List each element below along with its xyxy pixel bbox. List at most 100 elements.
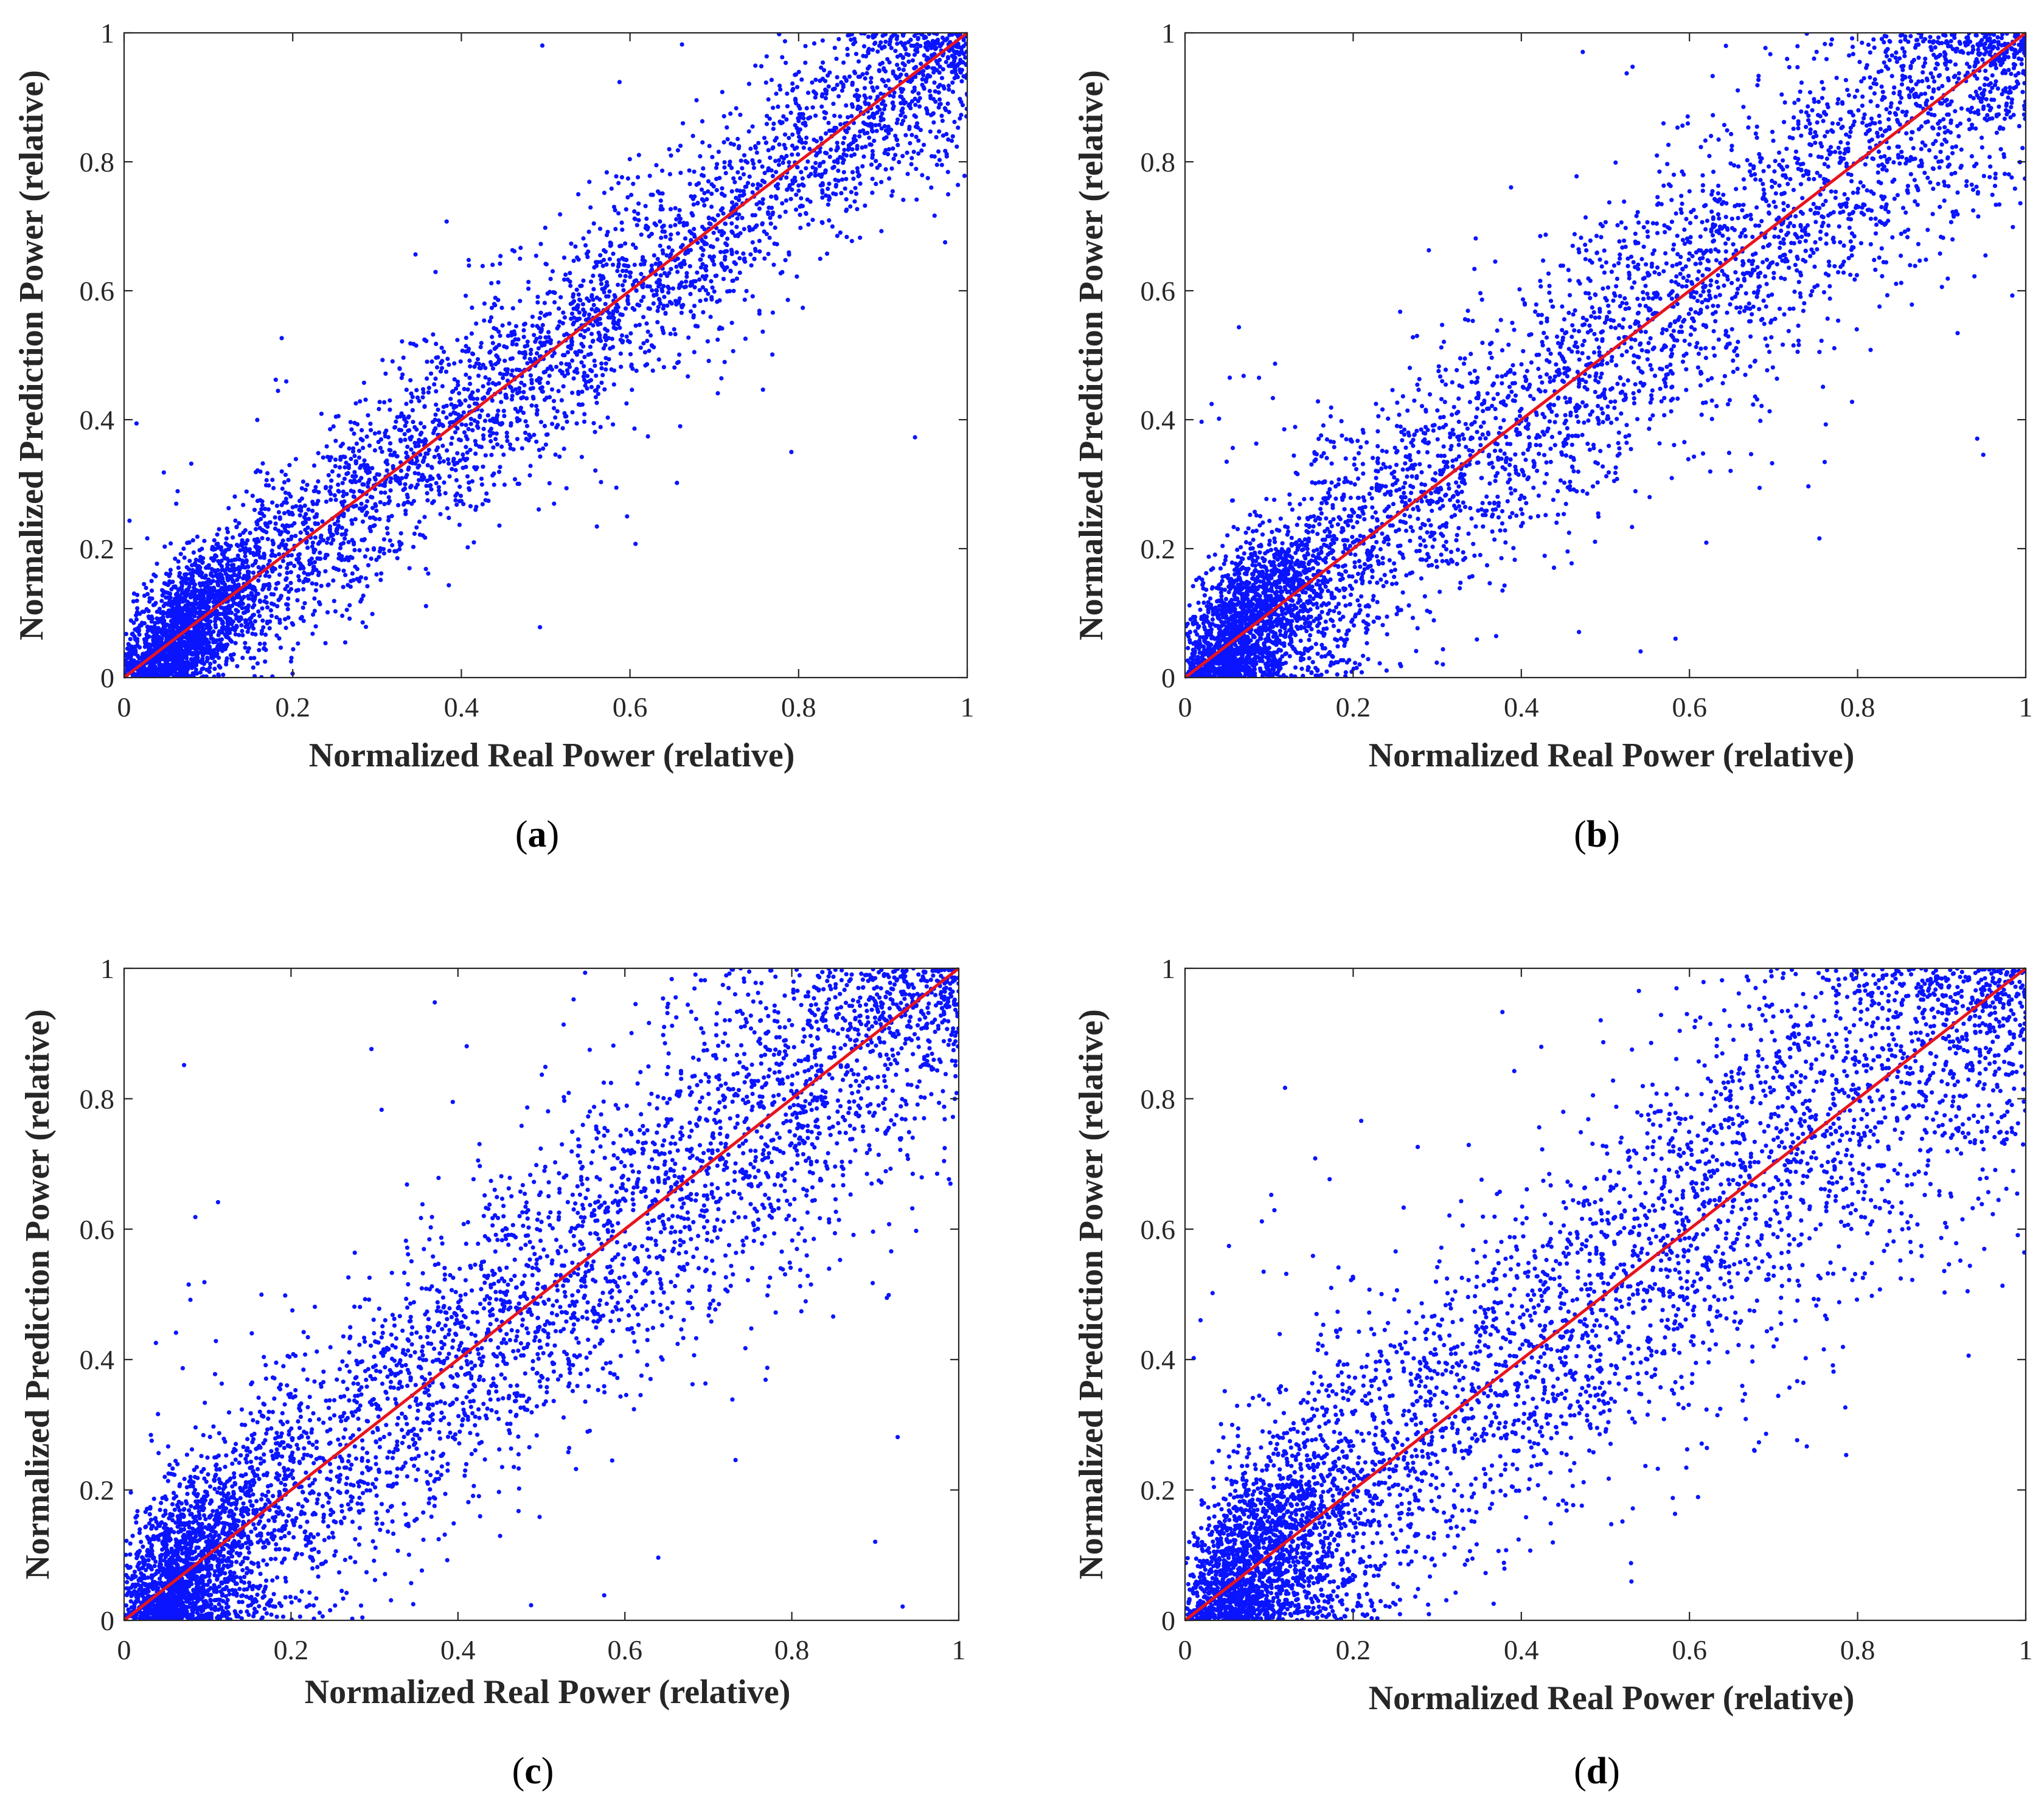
scatter-point [683, 236, 688, 241]
scatter-point [821, 60, 826, 65]
scatter-point [342, 640, 348, 645]
scatter-point [513, 324, 519, 328]
scatter-point [354, 441, 360, 446]
scatter-point [186, 666, 190, 671]
scatter-point [667, 172, 672, 176]
scatter-point [479, 482, 485, 487]
scatter-point [892, 33, 897, 36]
scatter-point [263, 573, 268, 578]
scatter-point [513, 337, 518, 342]
scatter-point [503, 367, 508, 372]
scatter-point [172, 641, 177, 646]
scatter-point [850, 80, 855, 85]
scatter-point [263, 507, 268, 512]
scatter-point [796, 152, 801, 157]
scatter-point [863, 100, 867, 105]
scatter-point [764, 54, 769, 59]
scatter-point [747, 174, 752, 179]
scatter-point [495, 355, 500, 359]
scatter-point [582, 364, 586, 369]
scatter-point [216, 578, 221, 584]
scatter-point [728, 141, 733, 146]
scatter-point [826, 120, 831, 125]
scatter-point [727, 162, 732, 167]
scatter-point [687, 181, 692, 186]
scatter-point [780, 161, 785, 165]
scatter-point [237, 533, 243, 538]
scatter-point [625, 176, 630, 181]
scatter-point [796, 130, 801, 135]
scatter-point [493, 362, 498, 367]
scatter-point [538, 335, 543, 340]
scatter-point [237, 567, 242, 572]
scatter-point [521, 335, 526, 339]
scatter-point [540, 389, 544, 394]
scatter-point [521, 390, 526, 395]
scatter-point [547, 373, 552, 378]
scatter-point [464, 445, 468, 449]
scatter-point [465, 474, 470, 479]
scatter-point [233, 640, 238, 645]
scatter-point [301, 479, 305, 484]
scatter-point [436, 408, 440, 412]
scatter-point [923, 44, 928, 49]
scatter-point [264, 477, 269, 483]
scatter-point [678, 217, 683, 221]
scatter-point [513, 406, 518, 411]
scatter-point [678, 170, 683, 175]
scatter-point [438, 512, 443, 516]
scatter-point [848, 204, 853, 209]
scatter-point [488, 426, 494, 431]
scatter-point [954, 72, 959, 77]
scatter-point [445, 457, 451, 462]
scatter-point [538, 377, 543, 381]
scatter-point [614, 485, 619, 490]
scatter-point [820, 190, 825, 195]
scatter-point [486, 381, 491, 386]
scatter-point [428, 371, 434, 376]
scatter-point [732, 179, 737, 185]
scatter-point [492, 482, 496, 487]
scatter-point [799, 77, 804, 82]
scatter-point [737, 212, 742, 217]
scatter-point [151, 665, 156, 670]
scatter-point [611, 262, 616, 267]
scatter-point [286, 615, 291, 620]
scatter-point [632, 279, 637, 283]
scatter-point [391, 463, 395, 469]
scatter-point [224, 662, 229, 667]
scatter-point [167, 600, 172, 605]
scatter-point [297, 513, 302, 518]
scatter-point [616, 258, 621, 263]
scatter-point [796, 183, 801, 188]
scatter-point [464, 434, 468, 439]
scatter-point [722, 359, 727, 364]
scatter-point [467, 486, 471, 491]
scatter-point [316, 499, 321, 504]
scatter-point [832, 46, 837, 50]
scatter-point [353, 474, 358, 479]
scatter-point [518, 299, 523, 304]
scatter-point [209, 572, 214, 577]
scatter-point [153, 660, 158, 665]
scatter-point [739, 158, 743, 163]
scatter-point [634, 288, 639, 293]
scatter-point [632, 209, 637, 214]
scatter-point [189, 673, 194, 678]
scatter-point [917, 95, 922, 100]
scatter-point [839, 88, 844, 93]
scatter-point [481, 464, 485, 469]
scatter-point [743, 159, 748, 164]
scatter-point [414, 343, 419, 348]
scatter-point [433, 417, 437, 422]
scatter-point [447, 515, 451, 521]
scatter-point [126, 651, 131, 656]
scatter-point [632, 426, 637, 431]
scatter-point [589, 331, 594, 336]
scatter-point [826, 84, 831, 89]
scatter-point [467, 263, 471, 268]
scatter-point [833, 184, 838, 189]
scatter-point [747, 224, 752, 229]
scatter-point [172, 596, 177, 602]
scatter-point [127, 662, 132, 667]
